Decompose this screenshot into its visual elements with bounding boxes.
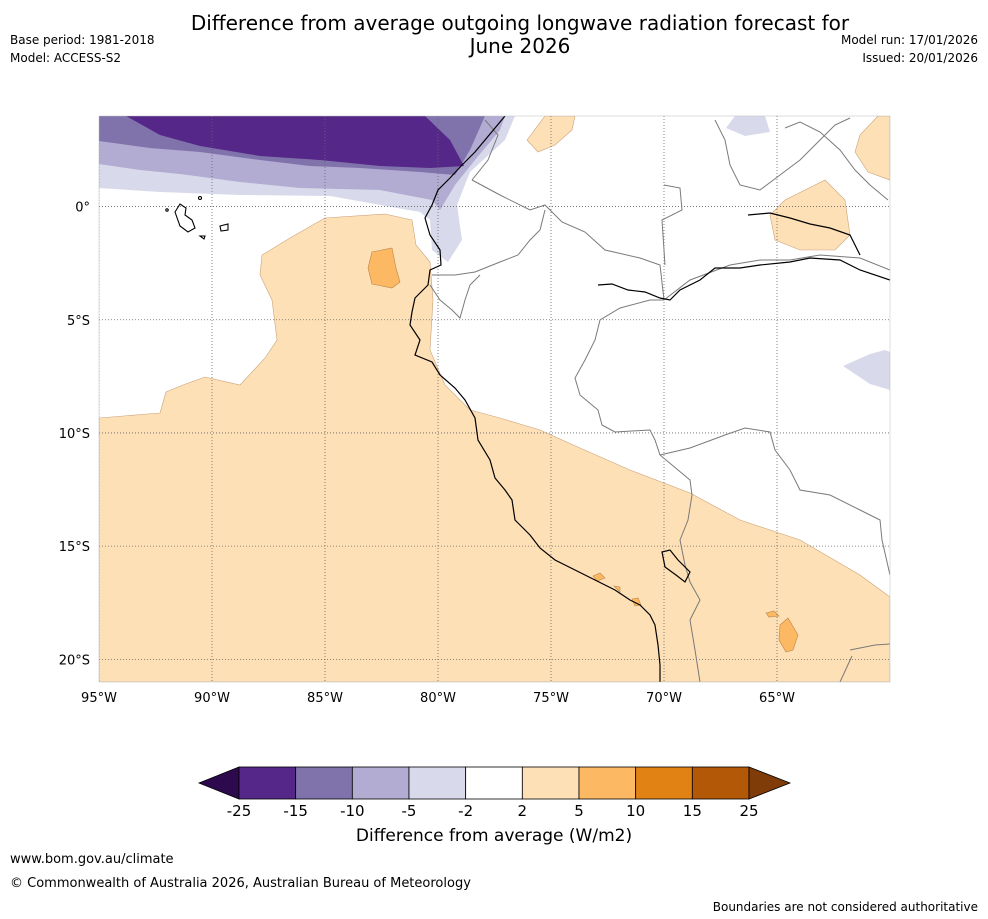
colorbar-segment (351, 766, 410, 800)
colorbar-segment (521, 766, 580, 800)
lon-label: 90°W (194, 691, 230, 706)
anomaly-region-5-to-10-peru-a (592, 572, 606, 582)
lon-label: 80°W (420, 691, 456, 706)
footer-copyright: © Commonwealth of Australia 2026, Austra… (10, 876, 471, 891)
galapagos-san-cristobal (198, 235, 206, 240)
footer-url: www.bom.gov.au/climate (10, 852, 174, 867)
colorbar-segment (408, 766, 467, 800)
map-title-line1: Difference from average outgoing longwav… (190, 11, 850, 35)
border-venezuela-guyana (714, 117, 851, 191)
map-panel (99, 116, 890, 682)
longitude-axis-labels: 95°W 90°W 85°W 80°W 75°W 70°W 65°W (81, 691, 795, 706)
colorbar-tick-label: 2 (518, 802, 528, 820)
issued-text: Issued: 20/01/2026 (862, 51, 978, 65)
map-border (98, 115, 891, 683)
river-rio-negro (747, 212, 861, 256)
lat-label: 0° (75, 201, 90, 216)
border-bolivia-south (839, 655, 853, 682)
galapagos-islands (165, 195, 229, 240)
galapagos-marchena (197, 195, 203, 201)
colorbar-tick-label: 5 (574, 802, 584, 820)
lon-label: 85°W (307, 691, 343, 706)
latitude-axis-labels: 0° 5°S 10°S 15°S 20°S (59, 201, 90, 669)
lon-label: 70°W (646, 691, 682, 706)
lon-label: 95°W (81, 691, 117, 706)
coastlines (409, 116, 890, 682)
colorbar-tick-label: -10 (340, 802, 365, 820)
colorbar-segment (635, 766, 693, 800)
colorbar-tick-label: -25 (227, 802, 252, 820)
anomaly-region-minus25-to-minus15 (126, 116, 464, 168)
border-peru-brazil (574, 299, 693, 496)
map-title: Difference from average outgoing longwav… (150, 12, 890, 58)
border-northeast-coastline (784, 121, 889, 201)
border-ecuador-south (429, 274, 481, 319)
border-brazil-bolivia (679, 494, 701, 682)
colorbar-segment (578, 766, 637, 800)
model-run-text: Model run: 17/01/2026 (840, 33, 978, 47)
gridlines (99, 116, 890, 682)
lat-label: 20°S (59, 653, 90, 668)
anomaly-region-5-to-10-ocean (367, 247, 401, 289)
galapagos-fernandina (165, 208, 169, 212)
border-venezuela-north (661, 184, 683, 266)
anomaly-region-minus5-to-minus2-east (843, 350, 890, 390)
anomaly-region-5-to-10-bolivia (778, 617, 799, 653)
colorbar-tick-label: -2 (458, 802, 473, 820)
lat-label: 15°S (59, 540, 90, 555)
border-ecuador-peru (432, 209, 546, 276)
anomaly-region-5-to-10-peru-b (765, 610, 780, 618)
colorbar-segment (465, 766, 523, 800)
colorbar: -25 -15 -10 -5 -2 2 5 10 15 25 (197, 766, 792, 820)
colorbar-arrow-high (748, 766, 792, 800)
map-title-line2: June 2026 (469, 34, 571, 58)
lat-label: 5°S (67, 314, 90, 329)
river-amazon (597, 257, 890, 301)
colorbar-segment (295, 766, 353, 800)
colorbar-segment (691, 766, 750, 800)
lake-titicaca (661, 549, 691, 583)
country-borders (429, 117, 890, 682)
anomaly-region-5-to-10-peru-c (613, 585, 621, 593)
colorbar-tick-label: -5 (402, 802, 417, 820)
colorbar-tick-label: 15 (683, 802, 702, 820)
footer-disclaimer: Boundaries are not considered authoritat… (712, 900, 978, 914)
galapagos-santa-cruz (219, 223, 229, 232)
colorbar-label: Difference from average (W/m2) (355, 826, 633, 846)
border-colombia-north (471, 119, 499, 181)
anomaly-shading (99, 116, 890, 682)
model-text: Model: ACCESS-S2 (10, 51, 122, 65)
anomaly-region-2-to-5-main (99, 213, 890, 682)
galapagos-isabela (174, 203, 196, 233)
colorbar-arrow-low (197, 766, 240, 800)
lon-label: 75°W (533, 691, 569, 706)
anomaly-region-2-to-5-northeast (854, 116, 890, 181)
border-bolivia-southeast (849, 643, 890, 651)
colorbar-tick-label: 25 (739, 802, 758, 820)
base-period-text: Base period: 1981-2018 (10, 33, 155, 47)
border-colombia-venezuela (471, 179, 665, 301)
colorbar-tick-label: 10 (626, 802, 645, 820)
lat-label: 10°S (59, 427, 90, 442)
border-venezuela-brazil (663, 254, 890, 301)
coastline-south-america-west (409, 116, 661, 682)
colorbar-tick-label: -15 (283, 802, 308, 820)
colorbar-segment (238, 766, 297, 800)
border-bolivia-north (659, 427, 890, 576)
lon-label: 65°W (759, 691, 795, 706)
anomaly-region-minus5-to-minus2-northeast (726, 116, 770, 136)
